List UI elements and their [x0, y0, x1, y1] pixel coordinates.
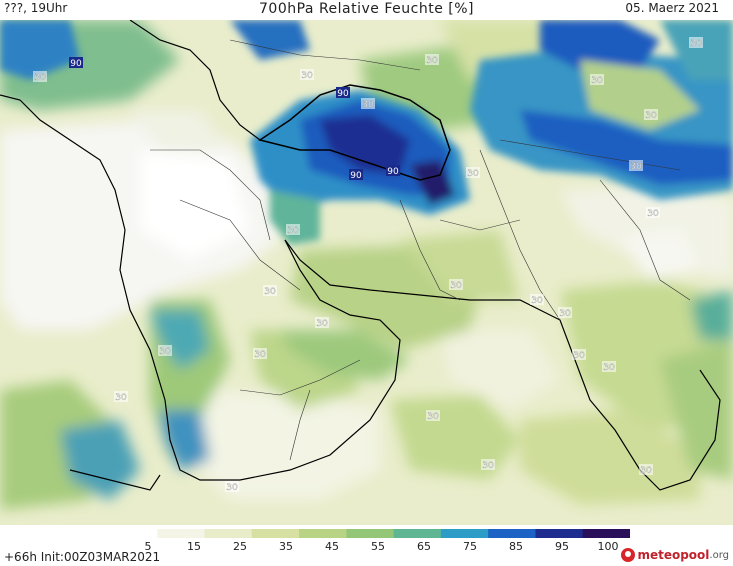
colorbar-tick-label: 25 [233, 540, 247, 553]
contour-label: 30 [530, 294, 544, 306]
contour-label: 30 [426, 410, 440, 422]
contour-label: 30 [158, 345, 172, 357]
svg-text:30: 30 [427, 412, 439, 422]
svg-text:30: 30 [640, 466, 652, 476]
contour-label: 30 [590, 74, 604, 86]
contour-label: 30 [263, 285, 277, 297]
colorbar-tick-label: 65 [417, 540, 431, 553]
contour-label: 30 [639, 464, 653, 476]
colorbar-segment [157, 529, 206, 538]
svg-text:90: 90 [350, 171, 362, 181]
colorbar-segment [204, 529, 253, 538]
colorbar-segment [488, 529, 536, 538]
colorbar-ticks: 5 15 25 35 45 55 65 75 85 95 100 [110, 540, 630, 554]
colorbar-segment [582, 529, 630, 538]
colorbar-segment [393, 529, 442, 538]
svg-text:90: 90 [337, 89, 349, 99]
contour-label: 30 [225, 481, 239, 493]
colorbar-tick-label: 15 [187, 540, 201, 553]
logo-suffix: .org [709, 549, 729, 561]
contour-labels: 90 30 30 90 90 90 30 30 30 30 30 30 30 30 30 30 30 30 30 30… [33, 37, 703, 493]
contour-label: 30 [629, 160, 643, 172]
contour-label: 30 [572, 349, 586, 361]
svg-text:90: 90 [70, 59, 82, 69]
colorbar-tick-label: 100 [597, 540, 619, 553]
meteopool-logo[interactable]: meteopool .org [621, 546, 729, 564]
svg-text:30: 30 [316, 319, 328, 329]
logo-icon [621, 548, 636, 562]
logo-text: meteopool [637, 548, 710, 562]
svg-text:30: 30 [226, 483, 238, 493]
colorbar-scale [110, 529, 630, 538]
contour-label: 30 [253, 348, 267, 360]
colorbar-tick-label: 55 [371, 540, 385, 553]
contour-label: 30 [644, 109, 658, 121]
svg-text:30: 30 [647, 209, 659, 219]
contour-label: 30 [300, 69, 314, 81]
svg-text:30: 30 [531, 296, 543, 306]
svg-text:30: 30 [426, 56, 438, 66]
contour-label: 90 [69, 57, 83, 69]
svg-text:30: 30 [450, 281, 462, 291]
svg-text:30: 30 [115, 393, 127, 403]
colorbar-segment [251, 529, 300, 538]
borders [150, 39, 691, 461]
humidity-map: 90 30 30 90 90 90 30 30 30 30 30 30 30 30 30 30 30 30 30 30… [0, 20, 733, 525]
contour-label: 30 [602, 361, 616, 373]
contour-label: 30 [449, 279, 463, 291]
colorbar-tick-label: 95 [555, 540, 569, 553]
svg-text:90: 90 [387, 167, 399, 177]
svg-text:30: 30 [591, 76, 603, 86]
svg-text:30: 30 [467, 169, 479, 179]
colorbar-segment [110, 529, 158, 538]
colorbar-segment [299, 529, 347, 538]
contour-label: 30 [114, 391, 128, 403]
map-title: 700hPa Relative Feuchte [%] [259, 1, 474, 17]
svg-text:30: 30 [645, 111, 657, 121]
colorbar-segment [535, 529, 584, 538]
contour-label: 30 [466, 167, 480, 179]
colorbar-tick-label: 75 [463, 540, 477, 553]
contour-label: 30 [315, 317, 329, 329]
svg-text:30: 30 [690, 39, 702, 49]
valid-time-label: ???, 19Uhr [4, 1, 68, 15]
svg-text:30: 30 [159, 347, 171, 357]
contour-label: 30 [646, 207, 660, 219]
svg-text:30: 30 [482, 461, 494, 471]
colorbar-segment [440, 529, 489, 538]
svg-text:30: 30 [301, 71, 313, 81]
contour-label: 90 [386, 165, 400, 177]
contour-label: 30 [481, 459, 495, 471]
svg-text:30: 30 [603, 363, 615, 373]
contour-label: 30 [33, 71, 47, 83]
contour-label: 30 [558, 307, 572, 319]
colorbar-tick-label: 45 [325, 540, 339, 553]
colorbar-segment [346, 529, 395, 538]
colorbar-tick-label: 35 [279, 540, 293, 553]
svg-text:30: 30 [254, 350, 266, 360]
svg-text:30: 30 [362, 100, 374, 110]
humidity-field [0, 20, 733, 510]
svg-text:30: 30 [34, 73, 46, 83]
map-header: ???, 19Uhr 700hPa Relative Feuchte [%] 0… [0, 0, 733, 20]
svg-text:30: 30 [287, 226, 299, 236]
svg-text:30: 30 [559, 309, 571, 319]
colorbar-tick-label: 85 [509, 540, 523, 553]
svg-text:30: 30 [630, 162, 642, 172]
init-time-label: +66h Init:00Z03MAR2021 [4, 550, 161, 564]
contour-label: 30 [689, 37, 703, 49]
contour-label: 30 [361, 98, 375, 110]
valid-date-label: 05. Maerz 2021 [625, 1, 719, 15]
contour-label: 90 [336, 87, 350, 99]
contour-label: 30 [425, 54, 439, 66]
svg-text:30: 30 [573, 351, 585, 361]
svg-text:30: 30 [264, 287, 276, 297]
humidity-moist-band [0, 20, 733, 245]
contour-label: 30 [286, 224, 300, 236]
contour-label: 90 [349, 169, 363, 181]
colorbar-tick-label: 5 [144, 540, 152, 553]
